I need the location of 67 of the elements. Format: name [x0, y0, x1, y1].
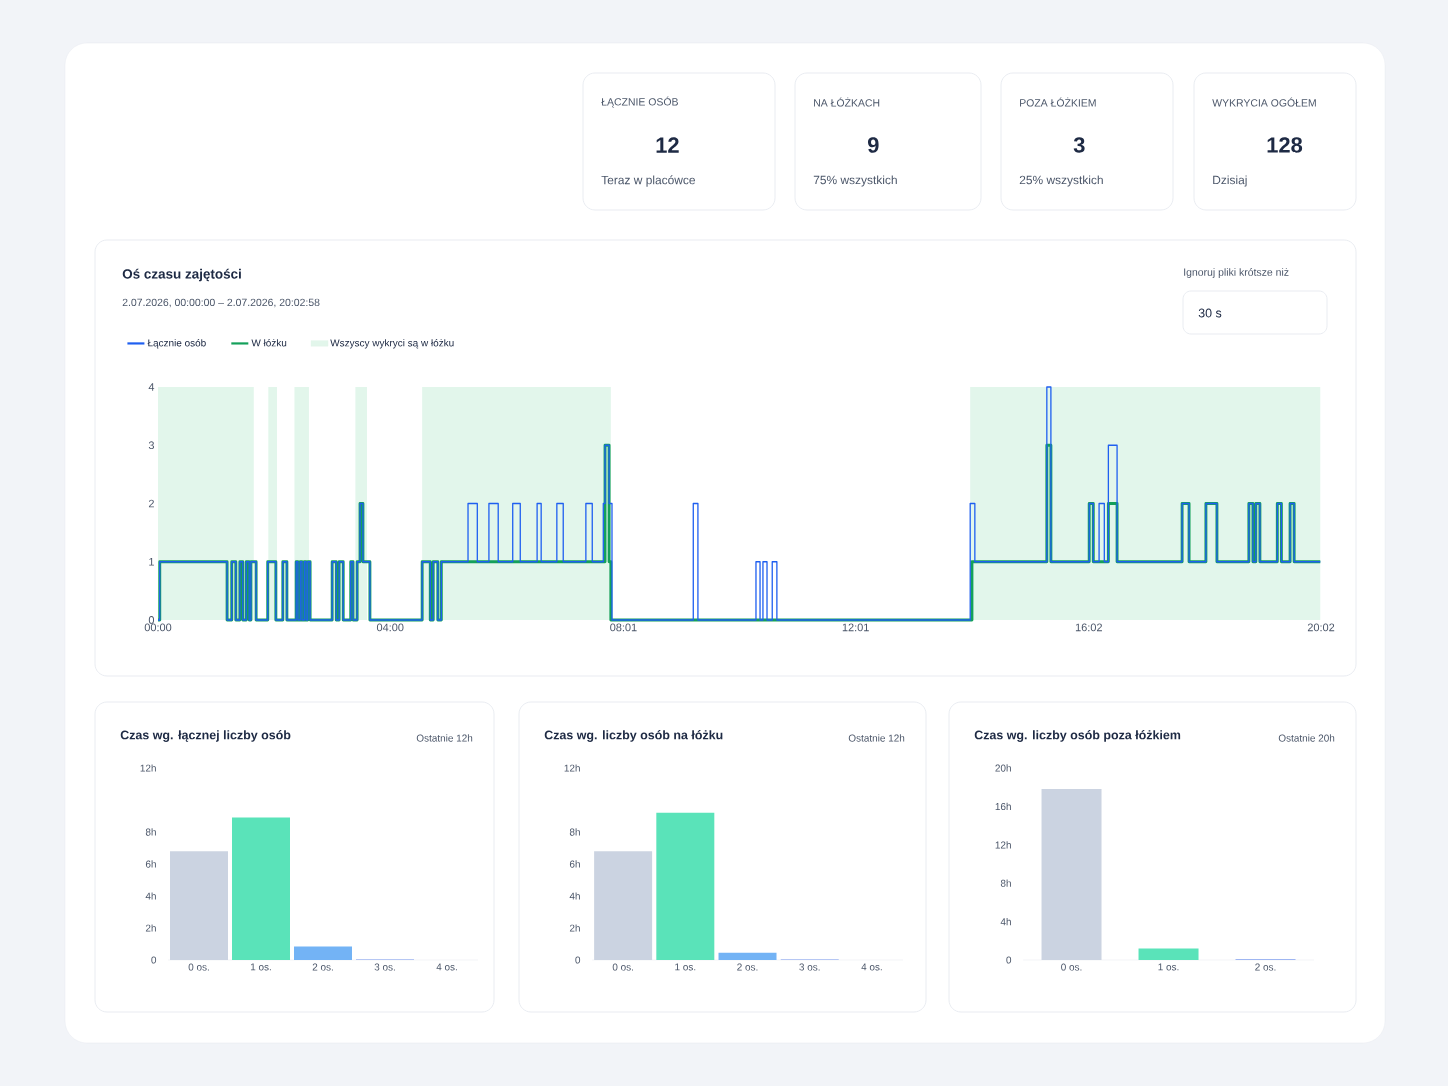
- x-tick-label: 0 os.: [188, 963, 209, 971]
- legend-label: W łóżku: [251, 339, 287, 347]
- text: Ignoruj pliki krótsze niż: [1184, 268, 1289, 278]
- x-tick-label: 2 os.: [1255, 963, 1276, 971]
- text: 3: [1073, 137, 1085, 153]
- text: 12: [656, 137, 679, 153]
- x-tick-label: 20:02: [1307, 623, 1335, 632]
- y-tick-label: 4h: [1000, 917, 1011, 926]
- y-tick-label: 4h: [145, 892, 156, 900]
- text: NA ŁÓŻKACH: [814, 97, 880, 107]
- x-tick-label: 1 os.: [675, 963, 696, 971]
- text: Dzisiaj: [1213, 175, 1247, 187]
- y-tick-label: 2: [148, 499, 154, 508]
- x-tick-label: 1 os.: [1158, 963, 1179, 971]
- y-tick-label: 12h: [995, 841, 1011, 849]
- x-tick-label: 08:01: [610, 623, 637, 632]
- chart-title: Czas wg. liczby osób poza łóżkiem: [974, 730, 1181, 742]
- y-tick-label: 2h: [569, 924, 580, 932]
- y-tick-label: 12h: [564, 764, 580, 772]
- y-tick-label: 20h: [995, 764, 1011, 772]
- text: 9: [867, 137, 879, 153]
- text: ŁĄCZNIE OSÓB: [601, 96, 678, 108]
- y-tick-label: 0: [575, 956, 581, 964]
- x-tick-label: 4 os.: [436, 963, 457, 971]
- chart-subtitle: 2.07.2026, 00:00:00 – 2.07.2026, 20:02:58: [122, 298, 320, 308]
- text: Teraz w placówce: [601, 175, 695, 187]
- x-tick-label: 4 os.: [861, 963, 882, 971]
- x-tick-label: 0 os.: [1061, 963, 1082, 971]
- x-tick-label: 3 os.: [374, 963, 395, 971]
- chart-subtitle: Ostatnie 12h: [848, 734, 905, 742]
- text: 30 s: [1198, 308, 1222, 318]
- x-tick-label: 12:01: [842, 623, 869, 632]
- chart-subtitle: Ostatnie 20h: [1278, 734, 1335, 742]
- y-tick-label: 2h: [145, 924, 156, 932]
- y-tick-label: 4h: [569, 892, 580, 900]
- x-tick-label: 16:02: [1075, 623, 1102, 632]
- x-tick-label: 04:00: [376, 623, 404, 632]
- chart-title: Czas wg. łącznej liczby osób: [120, 730, 291, 742]
- x-tick-label: 0 os.: [612, 963, 633, 971]
- y-tick-label: 4: [148, 383, 155, 391]
- chart-subtitle: Ostatnie 12h: [416, 734, 473, 742]
- x-tick-label: 2 os.: [312, 963, 333, 971]
- text: 25% wszystkich: [1019, 175, 1103, 187]
- y-tick-label: 6h: [569, 860, 580, 868]
- text: 75% wszystkich: [813, 175, 897, 187]
- y-tick-label: 0: [151, 956, 157, 964]
- x-tick-label: 00:00: [144, 623, 172, 632]
- text: POZA ŁÓŻKIEM: [1020, 97, 1096, 107]
- y-tick-label: 8h: [569, 828, 580, 836]
- y-tick-label: 16h: [995, 802, 1011, 811]
- y-tick-label: 1: [149, 557, 154, 566]
- y-tick-label: 8h: [145, 828, 156, 836]
- chart-title: Czas wg. liczby osób na łóżku: [544, 730, 723, 742]
- text: WYKRYCIA OGÓŁEM: [1212, 97, 1316, 107]
- y-tick-label: 3: [148, 441, 154, 450]
- y-tick-label: 8h: [1000, 879, 1011, 887]
- y-tick-label: 0: [148, 616, 155, 624]
- y-tick-label: 0: [1006, 956, 1012, 964]
- text: 128: [1267, 137, 1303, 153]
- x-tick-label: 2 os.: [737, 963, 758, 971]
- legend-label: Wszyscy wykryci są w łóżku: [330, 339, 454, 349]
- y-tick-label: 12h: [140, 764, 156, 772]
- legend-label: Łącznie osób: [147, 339, 206, 349]
- y-tick-label: 6h: [145, 860, 156, 868]
- x-tick-label: 3 os.: [799, 963, 820, 971]
- chart-title: Oś czasu zajętości: [122, 268, 241, 282]
- x-tick-label: 1 os.: [250, 963, 271, 971]
